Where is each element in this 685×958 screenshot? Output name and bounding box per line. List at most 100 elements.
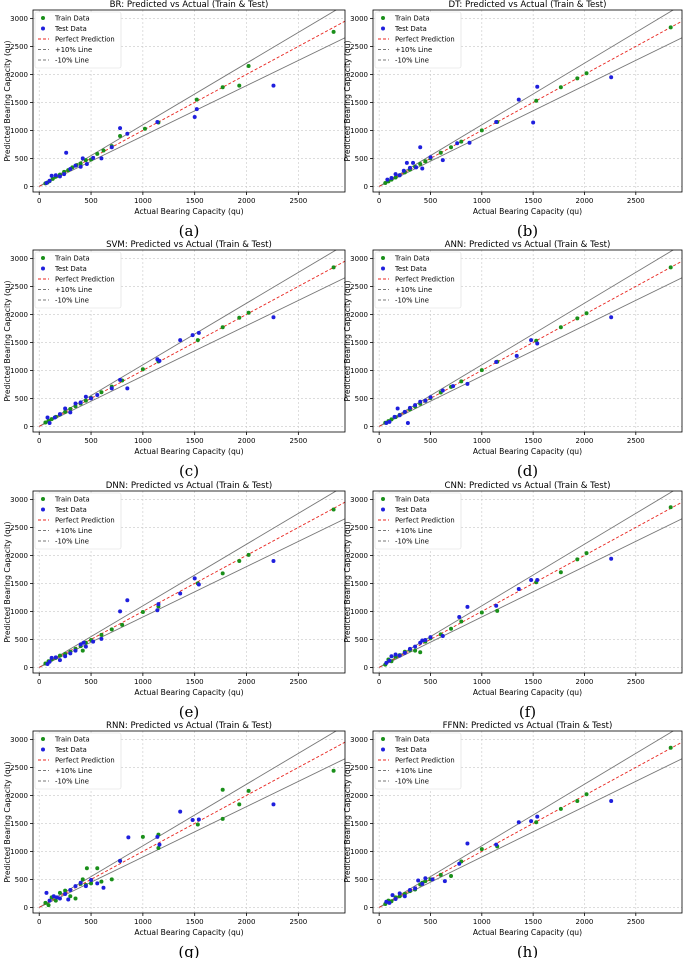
x-axis-label: Actual Bearing Capacity (qu): [473, 928, 582, 937]
y-tick-label: 500: [15, 155, 28, 163]
train-point: [78, 161, 83, 166]
legend-label: +10% Line: [395, 527, 432, 535]
legend: Train Data Test Data Perfect Prediction +10…: [34, 251, 122, 309]
test-point: [440, 388, 445, 393]
train-point: [246, 552, 251, 557]
legend: Train Data Test Data Perfect Prediction +10…: [34, 732, 122, 790]
y-tick-label: 2500: [10, 764, 28, 772]
test-point: [57, 412, 62, 417]
train-point: [237, 315, 242, 320]
legend-label: +10% Line: [55, 527, 92, 535]
test-point: [47, 659, 52, 664]
grid: [373, 10, 682, 192]
legend-label: Test Data: [394, 506, 427, 514]
x-tick-label: 2500: [627, 678, 645, 686]
train-point: [246, 310, 251, 315]
legend-test-marker: [41, 26, 45, 31]
test-point: [494, 120, 499, 124]
train-point: [534, 98, 539, 103]
test-point: [118, 377, 123, 382]
x-tick-label: 1000: [473, 678, 491, 686]
x-tick-label: 2500: [289, 918, 307, 926]
train-point: [418, 162, 423, 166]
test-point: [411, 160, 416, 165]
x-tick-label: 1000: [134, 678, 152, 686]
test-point: [64, 150, 69, 155]
test-point: [609, 315, 614, 320]
legend-label: -10% Line: [55, 297, 89, 305]
x-tick-label: 1500: [186, 918, 204, 926]
train-point: [80, 877, 85, 882]
train-point: [89, 881, 94, 886]
test-point: [83, 884, 88, 889]
legend: Train Data Test Data Perfect Prediction +10…: [34, 492, 122, 550]
y-axis-label: Predicted Bearing Capacity (qu): [343, 280, 352, 401]
x-axis-label: Actual Bearing Capacity (qu): [473, 207, 582, 216]
y-tick-label: 500: [355, 876, 368, 884]
test-point: [57, 896, 62, 901]
train-point: [109, 627, 114, 632]
panel-label: (c): [179, 462, 199, 480]
test-point: [423, 876, 428, 881]
test-point: [393, 897, 398, 901]
legend: Train Data Test Data Perfect Prediction +10…: [34, 11, 122, 69]
legend-box: [374, 251, 462, 309]
minus-10-line: [378, 518, 682, 668]
train-point: [140, 609, 145, 614]
x-tick-label: 1000: [134, 437, 152, 445]
legend-train-marker: [381, 737, 385, 741]
x-tick-label: 500: [84, 437, 97, 445]
train-point: [668, 505, 673, 510]
train-point: [423, 879, 428, 884]
test-point: [397, 173, 402, 178]
chart-title: DT: Predicted vs Actual (Train & Test): [449, 0, 607, 10]
train-point: [140, 834, 145, 839]
x-tick-label: 0: [377, 437, 381, 445]
train-point: [109, 877, 114, 882]
legend-train-marker: [381, 497, 385, 501]
x-tick-label: 0: [37, 678, 41, 686]
y-tick-label: 0: [24, 183, 28, 191]
panel-label: (h): [517, 943, 538, 958]
test-point: [407, 646, 412, 651]
y-tick-label: 1500: [350, 99, 368, 107]
train-point: [331, 265, 336, 270]
test-point: [535, 814, 540, 819]
test-point: [91, 639, 96, 644]
test-point: [73, 401, 78, 406]
test-point: [68, 167, 73, 172]
legend-label: Test Data: [394, 265, 427, 273]
test-point: [155, 834, 160, 839]
points: [43, 265, 336, 426]
y-axis-label: Predicted Bearing Capacity (qu): [3, 40, 12, 161]
test-point: [609, 75, 614, 80]
test-point: [63, 891, 68, 896]
legend-test-marker: [41, 507, 45, 512]
test-point: [389, 176, 394, 180]
chart-panel-5: 0 500 1000 1500 2000 2500 0 500 1000 1500 2000 2500…: [3, 481, 346, 721]
legend-train-marker: [41, 256, 45, 260]
test-point: [80, 156, 85, 161]
train-point: [479, 610, 484, 615]
legend-label: -10% Line: [55, 778, 89, 786]
legend-label: Perfect Prediction: [395, 517, 455, 525]
test-point: [535, 341, 540, 346]
test-point: [494, 842, 499, 847]
y-tick-label: 0: [24, 664, 28, 672]
y-tick-label: 1000: [350, 848, 368, 856]
train-point: [584, 311, 589, 316]
test-point: [118, 126, 123, 131]
test-point: [47, 178, 52, 183]
train-point: [459, 379, 464, 384]
legend-label: Train Data: [394, 15, 430, 23]
legend-test-marker: [381, 266, 385, 271]
x-axis-label: Actual Bearing Capacity (qu): [134, 688, 243, 697]
train-point: [668, 265, 673, 270]
test-point: [609, 799, 614, 803]
test-point: [390, 893, 395, 898]
y-tick-label: 1500: [350, 339, 368, 347]
grid: [373, 250, 682, 432]
train-point: [558, 325, 563, 330]
train-point: [53, 898, 58, 903]
test-point: [66, 897, 71, 902]
